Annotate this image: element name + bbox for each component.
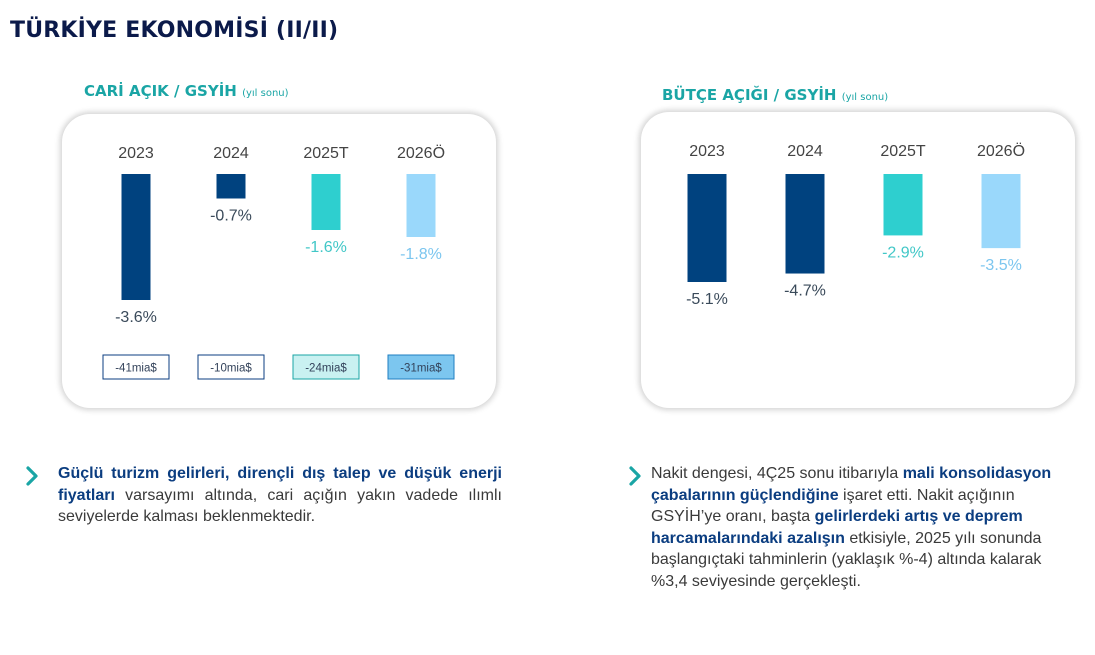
bar — [883, 174, 923, 236]
bullet-current-account: Güçlü turizm gelirleri, dirençli dış tal… — [58, 463, 502, 528]
bullet-segment: Güçlü turizm gelirleri, dirençli dış tal… — [58, 465, 502, 504]
chart-card-current-account: 2023 -3.6% -41mia$ 2024 -0.7% -10mia$ 2025T -1.… — [62, 114, 496, 408]
amount-label: -31mia$ — [400, 363, 442, 375]
data-label: -5.1% — [686, 291, 728, 308]
amount-box — [102, 354, 170, 380]
chart-subtitle: (yıl sonu) — [841, 92, 889, 103]
chart-title-budget-deficit: BÜTÇE AÇIĞI / GSYİH (yıl sonu) — [662, 86, 888, 104]
category-label: 2024 — [213, 145, 249, 162]
bullet-segment: gelirlerdeki artış ve deprem harcamaları… — [651, 508, 1023, 547]
bullet-budget-deficit: Nakit dengesi, 4Ç25 sonu itibarıyla mali… — [651, 463, 1061, 592]
data-label: -3.6% — [115, 309, 157, 326]
bar — [216, 174, 246, 199]
data-label: -3.5% — [980, 257, 1022, 274]
bar — [406, 174, 436, 237]
bullet-segment: mali konsolidasyon çabalarının güçlendiğ… — [651, 465, 1052, 504]
page-title: TÜRKİYE EKONOMİSİ (II/II) — [10, 18, 339, 43]
category-label: 2023 — [689, 143, 725, 160]
bar — [311, 174, 341, 230]
chevron-right-icon — [629, 466, 641, 486]
amount-box — [387, 354, 455, 380]
bullet-segment: işaret etti. Nakit açığının GSYİH’ye ora… — [651, 486, 1015, 526]
chart-title-text: CARİ AÇIK / GSYİH — [84, 82, 237, 100]
category-label: 2024 — [787, 143, 823, 160]
chart-subtitle: (yıl sonu) — [242, 88, 289, 99]
amount-label: -10mia$ — [210, 363, 252, 375]
bar — [785, 174, 825, 274]
bar — [981, 174, 1021, 249]
category-label: 2025T — [880, 143, 926, 160]
data-label: -0.7% — [210, 208, 252, 225]
bar — [687, 174, 727, 282]
amount-box — [292, 354, 360, 380]
chart-title-text: BÜTÇE AÇIĞI / GSYİH — [662, 86, 837, 104]
budget-deficit-chart: 2023 -5.1% 2024 -4.7% 2025T -2.9% 2026Ö -3.5% — [686, 142, 1025, 308]
bar — [121, 174, 151, 300]
amount-label: -24mia$ — [305, 363, 347, 375]
category-label: 2026Ö — [977, 142, 1025, 160]
category-label: 2025T — [303, 145, 349, 162]
data-label: -1.8% — [400, 246, 442, 263]
data-label: -2.9% — [882, 244, 924, 261]
chart-card-budget-deficit: 2023 -5.1% 2024 -4.7% 2025T -2.9% 2026Ö -3.5% — [641, 112, 1075, 408]
category-label: 2023 — [118, 145, 154, 162]
category-label: 2026Ö — [397, 144, 445, 162]
bullet-segment: Nakit dengesi, 4Ç25 sonu itibarıyla — [651, 465, 903, 482]
bullet-segment: varsayımı altında, cari açığın yakın vad… — [58, 486, 502, 526]
data-label: -4.7% — [784, 283, 826, 300]
data-label: -1.6% — [305, 239, 347, 256]
amount-box — [197, 354, 265, 380]
current-account-chart: 2023 -3.6% -41mia$ 2024 -0.7% -10mia$ 2025T -1.… — [102, 144, 455, 380]
amount-label: -41mia$ — [115, 363, 157, 375]
bullet-segment: etkisiyle, 2025 yılı sonunda başlangıçta… — [651, 529, 1042, 590]
chevron-right-icon — [26, 466, 38, 486]
chart-title-current-account: CARİ AÇIK / GSYİH (yıl sonu) — [84, 82, 289, 100]
